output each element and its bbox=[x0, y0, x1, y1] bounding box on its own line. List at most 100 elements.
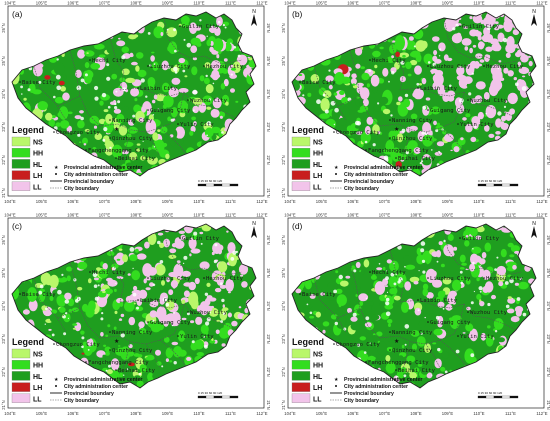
latitude-tick-label-right: 23°N bbox=[266, 122, 270, 131]
longitude-tick-label-bottom: 112°E bbox=[256, 199, 267, 204]
latitude-tick-label-right: 26°N bbox=[546, 235, 550, 244]
longitude-tick-label-top: 110°E bbox=[473, 213, 484, 218]
city-boundary-line bbox=[439, 127, 467, 155]
city-center-icon bbox=[55, 173, 57, 175]
city-center-marker bbox=[53, 343, 55, 345]
city-label: Wuzhou City bbox=[470, 310, 508, 316]
latitude-tick-label-right: 22°N bbox=[546, 367, 550, 376]
city-label: Baise City bbox=[302, 292, 336, 298]
city-label: Wuzhou City bbox=[470, 98, 508, 104]
city-center-marker bbox=[89, 59, 91, 61]
city-label: Fangchenggang City bbox=[368, 360, 429, 366]
symbol-legend-label: Provincial administrative center bbox=[64, 377, 142, 383]
city-boundary-line bbox=[379, 123, 441, 133]
city-center-marker bbox=[147, 277, 149, 279]
province-boundary-line bbox=[291, 11, 537, 177]
longitude-tick-label-top: 112°E bbox=[256, 213, 267, 218]
longitude-tick-label-top: 104°E bbox=[4, 213, 16, 218]
longitude-tick-label-bottom: 107°E bbox=[99, 199, 111, 204]
legend-title: Legend bbox=[292, 125, 324, 135]
legend-title: Legend bbox=[12, 337, 44, 347]
legend-swatch-hl bbox=[11, 371, 31, 381]
city-boundary-line bbox=[99, 123, 161, 133]
panel-letter: (a) bbox=[12, 9, 23, 19]
provincial-center-icon: ★ bbox=[54, 377, 59, 383]
latitude-tick-label-left: 23°N bbox=[1, 334, 6, 343]
north-label: N bbox=[252, 9, 256, 15]
city-boundary-line bbox=[425, 131, 441, 157]
city-boundary-line bbox=[399, 87, 465, 97]
city-label: Chongzuo City bbox=[56, 342, 100, 348]
legend-class-label: LL bbox=[313, 396, 322, 403]
city-center-marker bbox=[85, 149, 87, 151]
longitude-tick-label-bottom: 108°E bbox=[410, 199, 422, 204]
legend-class-label: NS bbox=[33, 352, 43, 359]
province-boundary-line bbox=[11, 11, 257, 177]
city-label: Beihai City bbox=[398, 156, 436, 162]
city-boundary-line bbox=[443, 229, 523, 277]
city-boundary-line bbox=[439, 339, 467, 367]
longitude-tick-label-top: 112°E bbox=[536, 213, 547, 218]
city-center-marker bbox=[333, 343, 335, 345]
longitude-tick-label-bottom: 105°E bbox=[36, 411, 48, 416]
city-center-marker bbox=[177, 123, 179, 125]
longitude-tick-label-bottom: 105°E bbox=[36, 199, 48, 204]
city-boundary-line bbox=[313, 277, 347, 333]
city-label: Hezhou City bbox=[206, 64, 244, 70]
legend-swatch-lh bbox=[11, 382, 31, 392]
longitude-tick-label-top: 111°E bbox=[505, 1, 516, 6]
longitude-tick-label-bottom: 106°E bbox=[67, 199, 79, 204]
city-label: Laibin City bbox=[140, 86, 178, 92]
legend-swatch-ns bbox=[11, 348, 31, 359]
latitude-tick-label-right: 25°N bbox=[546, 56, 550, 65]
north-arrow-icon: N bbox=[251, 9, 257, 26]
city-label: Qinzhou City bbox=[112, 348, 153, 354]
latitude-tick-label-right: 21°N bbox=[266, 188, 270, 197]
city-boundary-line bbox=[425, 343, 441, 369]
city-boundary-line bbox=[349, 261, 381, 339]
city-boundary-line bbox=[463, 303, 517, 331]
city-label: Baise City bbox=[302, 80, 336, 86]
city-center-marker bbox=[115, 157, 117, 159]
latitude-tick-label-left: 25°N bbox=[281, 56, 286, 65]
longitude-tick-label-bottom: 108°E bbox=[130, 199, 142, 204]
city-center-marker bbox=[19, 81, 21, 83]
longitude-tick-label-top: 108°E bbox=[130, 213, 142, 218]
symbol-legend-label: Provincial boundary bbox=[344, 391, 394, 397]
latitude-tick-label-left: 25°N bbox=[281, 268, 286, 277]
longitude-tick-label-bottom: 111°E bbox=[225, 199, 236, 204]
city-center-marker bbox=[179, 25, 181, 27]
longitude-tick-label-top: 105°E bbox=[316, 1, 328, 6]
legend-class-label: HL bbox=[33, 162, 43, 169]
legend-class-label: HL bbox=[313, 374, 323, 381]
longitude-tick-label-top: 111°E bbox=[225, 1, 236, 6]
latitude-tick-label-right: 24°N bbox=[546, 89, 550, 98]
legend-class-label: NS bbox=[313, 140, 323, 147]
city-label: Guigang City bbox=[150, 320, 191, 326]
legend-swatch-hh bbox=[11, 360, 31, 370]
city-center-icon bbox=[55, 385, 57, 387]
legend-swatch-ns bbox=[291, 136, 311, 147]
panel-letter: (b) bbox=[292, 9, 303, 19]
scale-bar: 0 15 30 60 90 120 bbox=[197, 179, 239, 187]
legend-swatch-lh bbox=[11, 170, 31, 180]
legend-class-label: LL bbox=[313, 184, 322, 191]
city-boundary-line bbox=[159, 127, 187, 155]
city-center-marker bbox=[187, 311, 189, 313]
city-boundary-line bbox=[33, 277, 67, 333]
city-center-marker bbox=[467, 311, 469, 313]
north-label: N bbox=[532, 9, 536, 15]
legend-class-label: HH bbox=[313, 363, 323, 370]
north-arrow-icon: N bbox=[531, 9, 537, 26]
longitude-tick-label-bottom: 111°E bbox=[505, 411, 516, 416]
city-center-marker bbox=[147, 109, 149, 111]
city-center-marker bbox=[115, 369, 117, 371]
map-svg: Guilin City Hechi City Liuzhou City Hezhou … bbox=[281, 213, 550, 417]
city-label: Hezhou City bbox=[486, 64, 524, 70]
legend-swatch-ll bbox=[291, 393, 311, 403]
city-center-marker bbox=[427, 109, 429, 111]
provincial-center-icon: ★ bbox=[334, 165, 339, 171]
city-boundary-line bbox=[119, 299, 185, 309]
latitude-tick-label-right: 22°N bbox=[546, 155, 550, 164]
longitude-tick-label-top: 106°E bbox=[67, 1, 79, 6]
